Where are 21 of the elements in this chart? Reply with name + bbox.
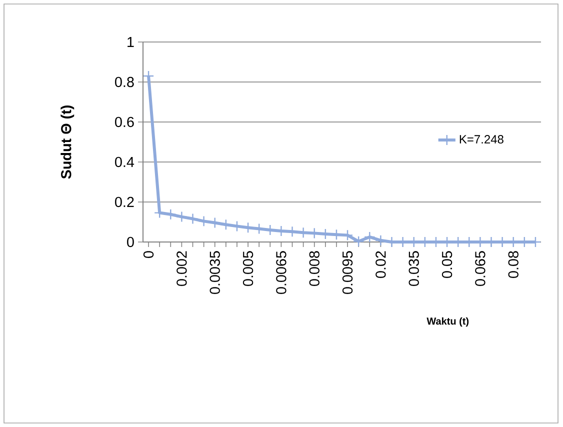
legend-label: K=7.248 [460, 135, 504, 144]
x-tick-label: 0.02 [376, 251, 386, 278]
x-tick-label: 0.08 [508, 251, 518, 278]
y-tick-label: 0.2 [115, 196, 134, 208]
x-tick-label: 0.05 [442, 251, 452, 278]
y-tick-label: 1 [128, 37, 134, 47]
x-tick-label: 0.008 [309, 251, 320, 286]
y-tick-label: 0 [127, 236, 134, 248]
x-tick-label: 0.0035 [210, 251, 220, 294]
x-tick-label: 0.065 [475, 251, 486, 286]
x-axis-title: Waktu (t) [426, 317, 469, 327]
x-tick-label: 0.0095 [342, 251, 353, 294]
x-tick-label: 0.002 [176, 251, 187, 286]
x-tick-label: 0.035 [408, 251, 419, 286]
x-tick-label: 0 [143, 251, 154, 258]
x-tick-label: 0.0065 [276, 251, 286, 294]
y-tick-label: 0.8 [115, 76, 134, 88]
y-tick-label: 0.4 [115, 156, 134, 168]
y-axis-title: Sudut Θ (t) [60, 106, 74, 179]
y-tick-label: 0.6 [115, 116, 134, 128]
x-tick-label: 0.005 [242, 251, 254, 286]
